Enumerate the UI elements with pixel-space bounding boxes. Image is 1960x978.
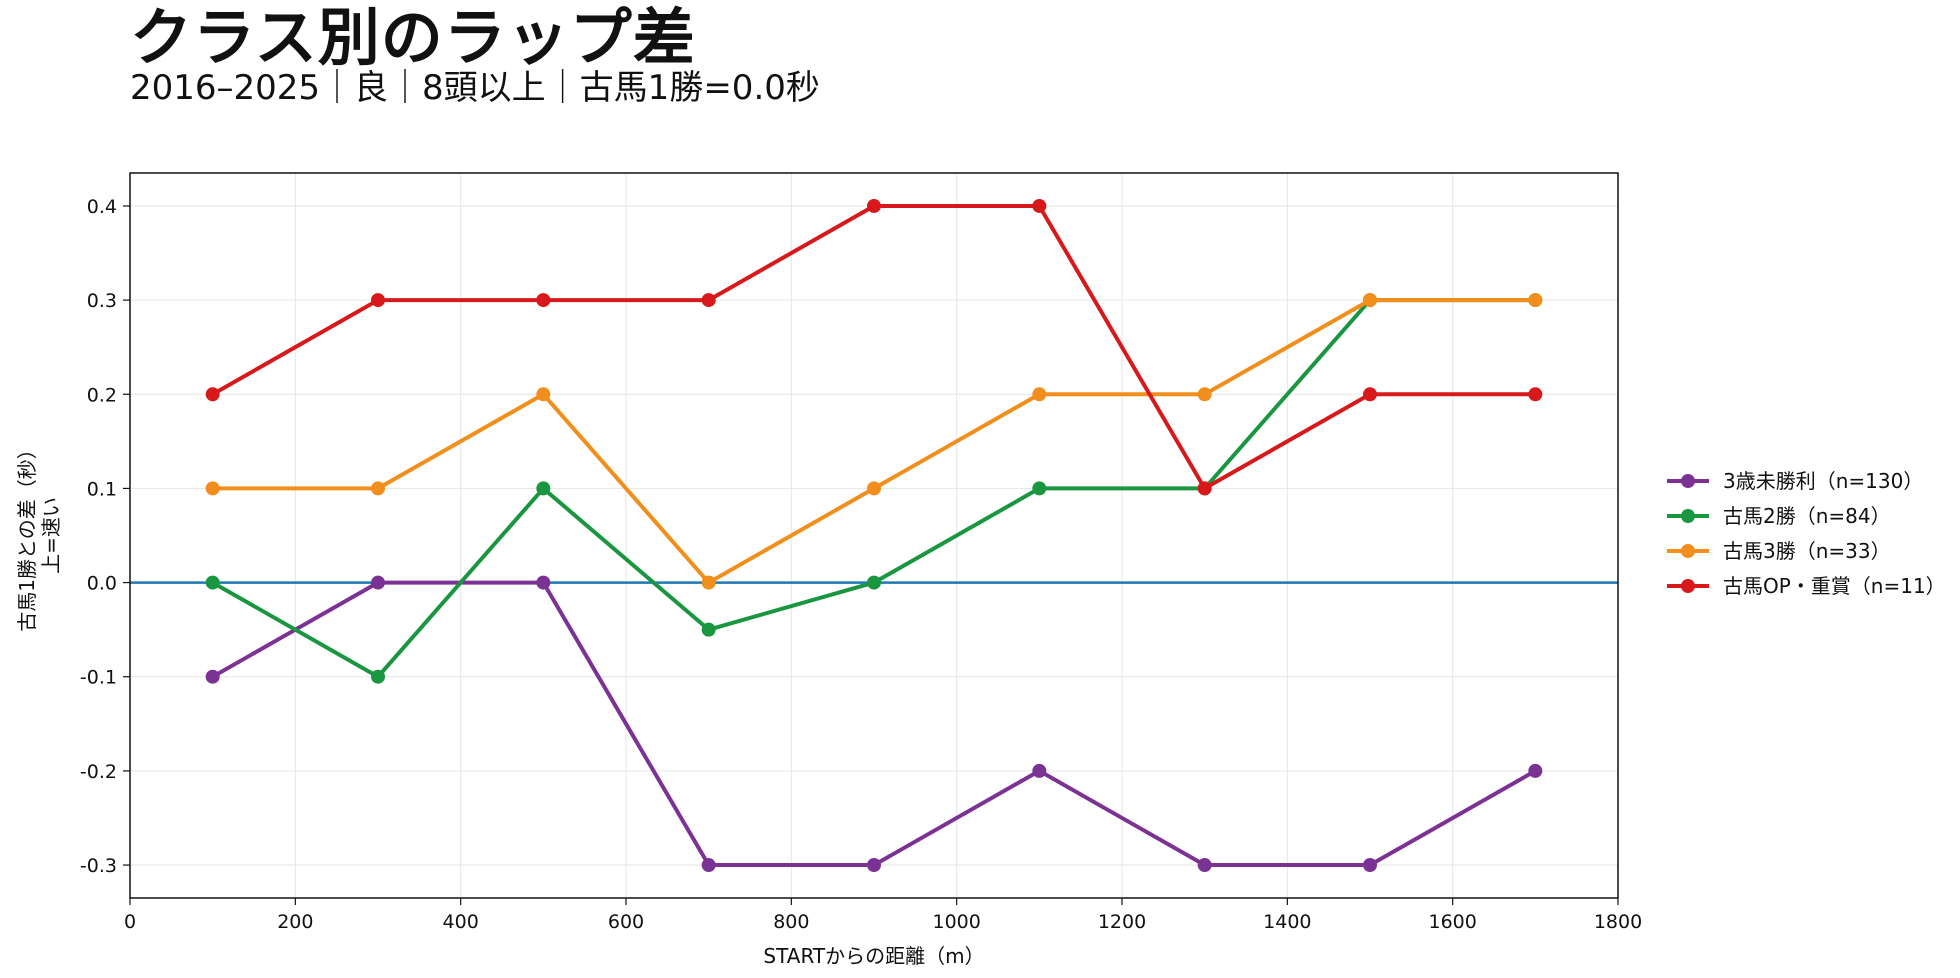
y-tick-label: -0.3 xyxy=(80,855,117,877)
data-point xyxy=(371,481,385,496)
data-point xyxy=(1032,198,1047,213)
y-axis-label-line1: 古馬1勝との差（秒） xyxy=(15,439,39,632)
data-point xyxy=(1363,387,1377,402)
legend-swatch-marker xyxy=(1681,474,1695,488)
x-tick-label: 1600 xyxy=(1428,911,1476,933)
data-point xyxy=(205,575,220,590)
data-point xyxy=(1032,763,1047,778)
data-point xyxy=(371,575,385,590)
data-point xyxy=(701,293,716,308)
data-point xyxy=(371,293,385,308)
y-tick-label: 0.2 xyxy=(87,384,117,406)
data-point xyxy=(1197,481,1212,496)
series-4 xyxy=(205,198,1543,496)
chart-title: クラス別のラップ差 xyxy=(130,1,696,74)
data-point xyxy=(867,575,881,590)
x-tick-label: 1400 xyxy=(1263,911,1311,933)
x-tick-label: 600 xyxy=(608,911,644,933)
legend-item: 3歳未勝利（n=130） xyxy=(1667,469,1923,493)
series-line xyxy=(210,203,1538,491)
legend-label: 古馬OP・重賞（n=11） xyxy=(1723,574,1946,598)
data-point xyxy=(867,481,881,496)
y-tick-label: 0.1 xyxy=(87,478,117,500)
series-line xyxy=(210,298,1538,585)
legend-label: 古馬3勝（n=33） xyxy=(1723,539,1891,563)
x-axis-label: STARTからの距離（m） xyxy=(763,944,984,968)
data-point xyxy=(701,575,716,590)
series-group xyxy=(205,198,1543,873)
legend: 3歳未勝利（n=130） 古馬2勝（n=84） 古馬3勝（n=33） 古馬OP・重賞（… xyxy=(1667,469,1946,598)
data-point xyxy=(536,293,551,308)
legend-item: 古馬OP・重賞（n=11） xyxy=(1667,574,1946,598)
data-point xyxy=(1032,481,1047,496)
data-point xyxy=(205,481,220,496)
legend-item: 古馬3勝（n=33） xyxy=(1667,539,1891,563)
x-tick-label: 400 xyxy=(443,911,479,933)
data-point xyxy=(1363,293,1377,308)
y-tick-label: -0.1 xyxy=(80,667,117,689)
y-axis-label: 古馬1勝との差（秒） 上=速い xyxy=(15,439,63,632)
plot-frame xyxy=(129,172,1619,899)
data-point xyxy=(205,669,220,684)
data-point xyxy=(867,858,881,873)
data-point xyxy=(1528,387,1543,402)
data-point xyxy=(536,387,551,402)
data-point xyxy=(1528,293,1543,308)
series-3 xyxy=(205,293,1543,590)
x-tick-label: 800 xyxy=(773,911,809,933)
data-point xyxy=(701,858,716,873)
chart-subtitle: 2016–2025｜良｜8頭以上｜古馬1勝=0.0秒 xyxy=(130,68,820,108)
legend-swatch-marker xyxy=(1681,579,1695,593)
legend-swatch-marker xyxy=(1681,544,1695,558)
x-tick-label: 200 xyxy=(277,911,313,933)
data-point xyxy=(205,387,220,402)
data-point xyxy=(701,622,716,637)
series-1 xyxy=(205,575,1543,873)
data-point xyxy=(536,481,551,496)
grid xyxy=(129,173,1619,898)
x-tick-label: 1200 xyxy=(1098,911,1146,933)
data-point xyxy=(1197,387,1212,402)
y-axis-ticks: -0.3 -0.2 -0.1 0.0 0.1 0.2 0.3 0.4 xyxy=(80,196,130,877)
x-tick-label: 1800 xyxy=(1594,911,1642,933)
legend-item: 古馬2勝（n=84） xyxy=(1667,504,1891,528)
data-point xyxy=(867,198,881,213)
y-tick-label: -0.2 xyxy=(80,761,117,783)
legend-label: 3歳未勝利（n=130） xyxy=(1723,469,1923,493)
y-tick-label: 0.3 xyxy=(87,290,117,312)
data-point xyxy=(1363,858,1377,873)
x-axis-ticks: 0 200 400 600 800 1000 1200 1400 1600 1800 xyxy=(124,898,1642,933)
x-tick-label: 1000 xyxy=(932,911,980,933)
data-point xyxy=(1528,763,1543,778)
y-tick-label: 0.0 xyxy=(87,573,117,595)
legend-swatch-marker xyxy=(1681,509,1695,523)
y-axis-label-line2: 上=速い xyxy=(39,497,63,574)
data-point xyxy=(1197,858,1212,873)
data-point xyxy=(536,575,551,590)
series-line xyxy=(210,580,1538,868)
y-tick-label: 0.4 xyxy=(87,196,117,218)
data-point xyxy=(1032,387,1047,402)
x-tick-label: 0 xyxy=(124,911,136,933)
data-point xyxy=(371,669,385,684)
legend-label: 古馬2勝（n=84） xyxy=(1723,504,1891,528)
